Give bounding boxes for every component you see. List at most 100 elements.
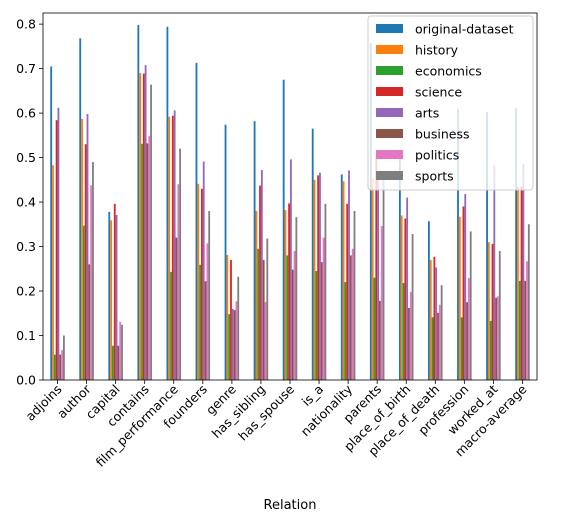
- bar-arts-capital: [115, 214, 118, 380]
- bar-economics-profession: [460, 317, 463, 380]
- bar-economics-film_performance: [170, 271, 172, 380]
- bar-politics-author: [90, 185, 93, 380]
- bar-business-has_spouse: [291, 269, 294, 380]
- bar-economics-has_sibling: [257, 248, 260, 380]
- bar-sports-is_a: [324, 203, 327, 380]
- y-tick-label: 0.8: [16, 17, 36, 32]
- bar-politics-founders: [206, 243, 209, 380]
- bar-economics-capital: [112, 345, 114, 380]
- bar-science-macro-average: [520, 186, 523, 380]
- bar-arts-has_spouse: [290, 159, 292, 380]
- bar-sports-founders: [208, 210, 211, 380]
- bar-politics-contains: [148, 135, 151, 380]
- bar-science-has_spouse: [288, 203, 290, 380]
- bar-original-dataset-parents: [369, 43, 372, 380]
- bar-science-has_sibling: [259, 185, 261, 380]
- bar-arts-parents: [377, 179, 379, 380]
- bar-arts-profession: [464, 194, 467, 380]
- bar-business-is_a: [320, 262, 323, 380]
- bar-original-dataset-is_a: [311, 128, 314, 380]
- bar-history-genre: [226, 255, 229, 380]
- legend-swatch-history: [376, 45, 403, 54]
- bar-sports-nationality: [353, 210, 356, 380]
- bar-politics-film_performance: [177, 184, 180, 380]
- bar-arts-founders: [202, 161, 205, 380]
- bar-politics-capital: [119, 321, 122, 380]
- bar-science-profession: [462, 206, 465, 380]
- bar-arts-macro-average: [522, 163, 525, 380]
- y-tick-label: 0.6: [16, 106, 36, 121]
- bar-original-dataset-nationality: [340, 174, 343, 380]
- bar-economics-has_spouse: [286, 255, 289, 380]
- bar-original-dataset-place_of_birth: [398, 158, 401, 380]
- bar-economics-macro-average: [518, 280, 521, 380]
- bar-business-place_of_death: [437, 312, 439, 380]
- bar-business-founders: [204, 281, 207, 380]
- bar-history-is_a: [313, 179, 316, 380]
- bar-history-has_sibling: [255, 210, 258, 380]
- bar-politics-worked_at: [497, 296, 499, 380]
- bar-business-has_sibling: [262, 259, 265, 380]
- legend-label-sports: sports: [415, 169, 454, 184]
- bar-arts-is_a: [319, 172, 321, 380]
- bar-science-film_performance: [171, 115, 174, 380]
- bar-economics-place_of_death: [431, 317, 434, 380]
- bar-politics-adjoins: [61, 350, 63, 380]
- legend-label-science: science: [415, 85, 462, 100]
- bar-science-nationality: [346, 203, 349, 380]
- bar-sports-author: [92, 162, 94, 380]
- bar-original-dataset-worked_at: [486, 112, 488, 380]
- bar-politics-macro-average: [526, 261, 528, 380]
- bar-arts-genre: [231, 308, 234, 380]
- bar-arts-contains: [144, 65, 147, 381]
- bar-economics-worked_at: [489, 320, 492, 380]
- legend-swatch-sports: [376, 171, 403, 180]
- bar-politics-profession: [467, 278, 470, 380]
- bar-sports-profession: [469, 231, 472, 380]
- bar-original-dataset-contains: [137, 25, 140, 380]
- bar-original-dataset-place_of_death: [428, 221, 430, 380]
- bar-business-parents: [378, 300, 381, 380]
- y-tick-label: 0.4: [16, 195, 36, 210]
- bar-business-worked_at: [495, 297, 498, 380]
- bar-history-has_spouse: [284, 210, 287, 380]
- bar-history-contains: [139, 73, 142, 381]
- bar-history-adjoins: [52, 165, 54, 380]
- y-tick-label: 0.5: [16, 150, 36, 165]
- bar-original-dataset-profession: [457, 109, 459, 380]
- bar-science-contains: [142, 73, 145, 380]
- bar-arts-place_of_death: [435, 267, 438, 380]
- legend-swatch-economics: [376, 66, 403, 75]
- bar-business-author: [88, 264, 91, 380]
- bar-history-parents: [371, 178, 374, 380]
- bar-politics-has_sibling: [264, 302, 267, 380]
- bar-science-founders: [201, 188, 203, 380]
- bar-science-place_of_birth: [404, 218, 407, 380]
- bar-sports-macro-average: [527, 224, 530, 380]
- bar-science-capital: [113, 203, 116, 380]
- bar-economics-contains: [141, 143, 143, 380]
- bar-arts-worked_at: [493, 165, 496, 380]
- bar-economics-parents: [373, 277, 376, 380]
- bar-economics-is_a: [315, 271, 318, 380]
- bar-arts-has_sibling: [260, 170, 263, 380]
- bar-science-place_of_death: [433, 256, 436, 380]
- y-tick-label: 0.1: [16, 328, 36, 343]
- bar-politics-place_of_birth: [409, 291, 412, 380]
- bar-arts-nationality: [348, 170, 350, 380]
- bar-economics-adjoins: [53, 354, 56, 380]
- bar-science-parents: [375, 155, 378, 380]
- bar-sports-place_of_birth: [411, 234, 414, 380]
- bar-politics-nationality: [351, 248, 354, 380]
- bar-business-contains: [146, 143, 149, 380]
- x-axis-title: Relation: [264, 498, 317, 513]
- bar-business-macro-average: [524, 280, 527, 380]
- bar-politics-genre: [235, 301, 238, 380]
- bar-history-film_performance: [168, 116, 171, 381]
- bars-layer: [50, 25, 530, 381]
- bar-science-adjoins: [55, 120, 58, 381]
- bar-sports-place_of_death: [440, 285, 443, 380]
- bar-original-dataset-author: [79, 38, 82, 381]
- legend-swatch-arts: [376, 108, 403, 117]
